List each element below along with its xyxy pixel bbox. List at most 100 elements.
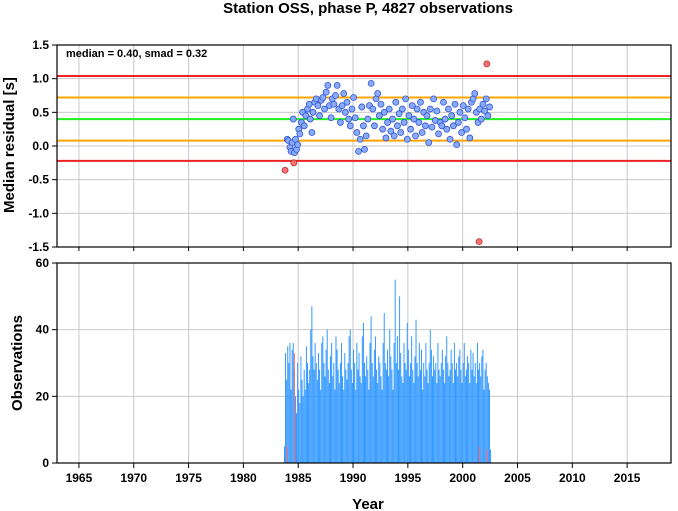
histogram-bar	[468, 363, 470, 463]
data-point	[425, 139, 433, 147]
data-point	[484, 112, 492, 120]
histogram-bar	[317, 353, 319, 463]
histogram-bar	[411, 336, 413, 463]
x-tick-label: 1975	[175, 471, 202, 485]
data-point	[389, 115, 396, 123]
histogram-bar	[404, 363, 406, 463]
data-point	[341, 108, 349, 116]
histogram-bar	[484, 369, 486, 463]
histogram-bar	[392, 389, 394, 463]
histogram-bar	[442, 369, 444, 463]
data-point	[410, 115, 418, 123]
histogram-bar	[458, 356, 460, 463]
histogram-bar	[471, 369, 473, 463]
observations-panel: 60 40 20 0 1965 1970 1975 1980 1985 1990 1995 2000 2…	[36, 256, 672, 485]
data-point	[314, 102, 322, 109]
data-point	[340, 90, 348, 97]
data-point	[379, 125, 387, 133]
histogram-bar	[356, 343, 358, 463]
y-tick-label: -0.5	[28, 173, 49, 187]
histogram-bar	[285, 353, 287, 463]
histogram-bar	[427, 383, 429, 463]
data-point	[421, 122, 429, 130]
data-point	[343, 98, 351, 106]
histogram-bar	[303, 369, 305, 463]
data-point	[350, 94, 357, 101]
histogram-bar	[349, 329, 351, 463]
x-tick-label: 1990	[340, 471, 367, 485]
y-tick-label: 40	[36, 323, 50, 337]
histogram-bar	[412, 369, 414, 463]
histogram-bar	[310, 329, 312, 463]
histogram-bar	[438, 369, 440, 463]
histogram-bar	[308, 383, 310, 463]
data-point	[464, 105, 472, 113]
data-point	[448, 112, 456, 120]
data-point	[481, 107, 489, 115]
data-point	[430, 95, 438, 103]
histogram-bar	[332, 376, 334, 463]
histogram-bar	[449, 369, 451, 463]
histogram-bar	[366, 356, 368, 463]
histogram-bar	[457, 376, 459, 463]
histogram-bar	[429, 329, 431, 463]
y-axis-label-observations: Observations	[9, 315, 26, 411]
data-point	[353, 129, 361, 136]
data-point	[360, 122, 367, 130]
x-tick-label: 2010	[559, 471, 586, 485]
data-point	[392, 98, 400, 106]
histogram-bar	[315, 363, 317, 463]
data-point	[412, 132, 419, 140]
histogram-bar	[319, 369, 321, 463]
histogram-bar	[289, 343, 291, 463]
data-point	[330, 100, 338, 108]
data-point	[443, 125, 451, 133]
histogram-bar	[384, 363, 386, 463]
x-tick-label: 1980	[230, 471, 257, 485]
histogram-bar	[482, 349, 484, 463]
histogram-bar	[455, 369, 457, 463]
histogram-bar	[403, 343, 405, 463]
histogram-bar	[447, 363, 449, 463]
data-point	[482, 95, 490, 103]
data-point	[346, 122, 354, 130]
outlier-point	[281, 166, 289, 174]
histogram-bar	[465, 369, 467, 463]
histogram-bar	[452, 383, 454, 463]
histogram-bar	[393, 343, 395, 463]
data-point	[375, 112, 383, 120]
histogram-bar	[368, 389, 370, 463]
data-point	[451, 100, 459, 108]
data-point	[367, 79, 375, 87]
histogram-bar	[401, 376, 403, 463]
histogram-bar	[424, 376, 426, 463]
data-point	[403, 135, 411, 143]
y-tick-label: 1.0	[32, 72, 49, 86]
histogram-bar	[327, 369, 329, 463]
histogram-bar	[461, 383, 463, 463]
histogram-bar	[294, 396, 296, 463]
histogram-bar	[299, 403, 301, 463]
data-point	[337, 119, 344, 126]
histogram-bar	[335, 336, 337, 463]
histogram-bar	[402, 383, 404, 463]
histogram-bar	[441, 349, 443, 463]
histogram-bar	[450, 349, 452, 463]
histogram-bar	[346, 379, 348, 463]
histogram-bar	[351, 383, 353, 463]
data-point	[394, 122, 401, 130]
histogram-bar	[309, 369, 311, 463]
histogram-bar	[436, 383, 438, 463]
histogram-bar	[380, 376, 382, 463]
histogram-bar	[292, 343, 294, 463]
histogram-bar	[342, 376, 344, 463]
histogram-bar	[340, 343, 342, 463]
data-point	[440, 98, 447, 106]
histogram-bar	[407, 349, 409, 463]
outlier-bar	[286, 446, 288, 463]
histogram-bar	[372, 376, 374, 463]
histogram-bar	[428, 363, 430, 463]
histogram-bar	[486, 376, 488, 463]
histogram-bar	[322, 336, 324, 463]
